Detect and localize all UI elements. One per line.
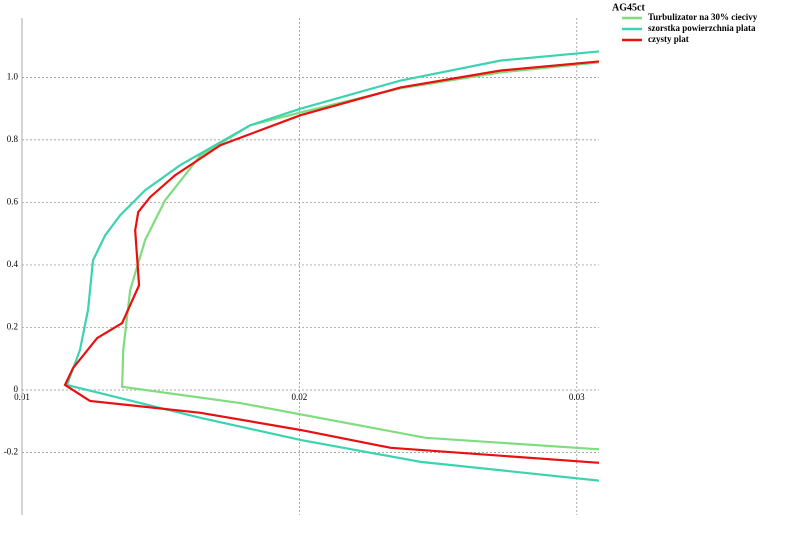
legend-label: szorstka powierzchnia plata xyxy=(648,23,756,33)
y-tick-label: 1.0 xyxy=(7,71,19,81)
series-line xyxy=(121,61,599,451)
x-tick-label: 0.03 xyxy=(569,392,585,402)
legend-label: Turbulizator na 30% ciecivy xyxy=(648,12,758,22)
series-line xyxy=(63,60,599,464)
chart-title: AG45ct xyxy=(612,2,645,13)
y-tick-label: 0.6 xyxy=(7,196,19,206)
y-tick-label: -0.2 xyxy=(4,447,18,457)
y-tick-label: 0 xyxy=(14,384,19,394)
legend-label: czysty plat xyxy=(648,34,689,44)
y-tick-label: 0.2 xyxy=(7,322,18,332)
x-tick-label: 0.02 xyxy=(292,392,308,402)
y-tick-label: 0.4 xyxy=(7,259,19,269)
y-tick-label: 0.8 xyxy=(7,134,19,144)
legend: AG45ct Turbulizator na 30% ciecivyszorst… xyxy=(612,2,758,44)
series-line xyxy=(65,50,599,482)
